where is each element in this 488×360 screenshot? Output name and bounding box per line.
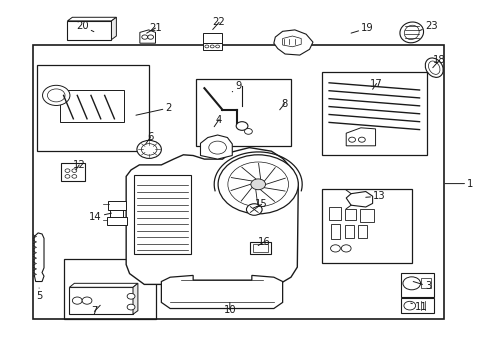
Bar <box>253 244 267 252</box>
Bar <box>400 298 433 313</box>
Circle shape <box>72 297 82 304</box>
Circle shape <box>244 129 252 134</box>
Text: 14: 14 <box>89 212 111 222</box>
Bar <box>330 224 340 239</box>
Bar <box>67 21 111 40</box>
Text: 19: 19 <box>350 23 373 33</box>
Bar <box>400 273 433 297</box>
Circle shape <box>358 137 365 142</box>
Polygon shape <box>346 128 375 146</box>
Bar <box>321 189 411 263</box>
Circle shape <box>341 245 350 252</box>
Text: 1: 1 <box>444 179 473 189</box>
Ellipse shape <box>425 58 442 77</box>
Polygon shape <box>273 30 312 55</box>
Circle shape <box>403 301 415 310</box>
Text: 2: 2 <box>136 103 172 115</box>
Bar <box>321 72 426 155</box>
Text: 8: 8 <box>279 99 287 110</box>
Circle shape <box>236 122 247 130</box>
Bar <box>203 33 221 44</box>
Text: 10: 10 <box>223 302 236 315</box>
Bar <box>33 45 443 319</box>
Circle shape <box>65 175 70 178</box>
Bar <box>63 259 156 319</box>
Polygon shape <box>67 17 116 21</box>
Bar <box>37 65 149 151</box>
Circle shape <box>127 293 135 299</box>
Text: 16: 16 <box>257 237 270 247</box>
Text: 9: 9 <box>232 81 242 92</box>
Text: 17: 17 <box>369 78 382 89</box>
Polygon shape <box>34 233 44 282</box>
Circle shape <box>42 85 70 105</box>
Bar <box>107 201 126 210</box>
Circle shape <box>402 277 420 290</box>
Circle shape <box>82 297 92 304</box>
Polygon shape <box>111 17 116 40</box>
Polygon shape <box>140 30 155 43</box>
Bar <box>328 207 341 220</box>
Polygon shape <box>282 36 301 47</box>
Text: 15: 15 <box>253 199 267 210</box>
Text: 20: 20 <box>76 21 94 32</box>
Bar <box>69 287 133 314</box>
Polygon shape <box>126 148 298 284</box>
Text: 5: 5 <box>36 288 42 301</box>
Bar <box>359 209 373 222</box>
Polygon shape <box>346 192 372 207</box>
Text: 4: 4 <box>214 114 222 127</box>
Polygon shape <box>133 283 138 314</box>
Text: 23: 23 <box>419 21 437 31</box>
Circle shape <box>72 169 77 172</box>
Circle shape <box>137 140 161 158</box>
Text: 6: 6 <box>145 132 154 144</box>
Bar <box>134 175 190 254</box>
Polygon shape <box>200 135 232 159</box>
Circle shape <box>250 179 265 190</box>
Bar <box>250 242 270 254</box>
Circle shape <box>330 245 340 252</box>
Bar <box>195 79 290 146</box>
Bar <box>203 43 221 50</box>
Bar <box>345 209 355 220</box>
Bar <box>345 225 353 238</box>
Text: 18: 18 <box>432 55 445 68</box>
Bar <box>61 163 84 181</box>
Text: 13: 13 <box>365 191 385 201</box>
Text: 11: 11 <box>410 302 427 312</box>
Bar <box>420 278 430 288</box>
Polygon shape <box>161 275 282 309</box>
Text: 21: 21 <box>146 23 162 33</box>
Circle shape <box>72 175 77 178</box>
Text: 22: 22 <box>212 17 225 30</box>
Circle shape <box>246 204 262 215</box>
Circle shape <box>127 304 135 310</box>
Bar <box>106 217 127 225</box>
Text: 12: 12 <box>73 160 85 170</box>
Circle shape <box>348 137 355 142</box>
Bar <box>60 90 123 122</box>
Circle shape <box>218 155 298 214</box>
Bar <box>358 225 366 238</box>
Polygon shape <box>69 283 138 287</box>
Ellipse shape <box>399 22 423 43</box>
Circle shape <box>65 169 70 172</box>
Text: 7: 7 <box>91 305 100 316</box>
Text: 3: 3 <box>412 281 430 291</box>
